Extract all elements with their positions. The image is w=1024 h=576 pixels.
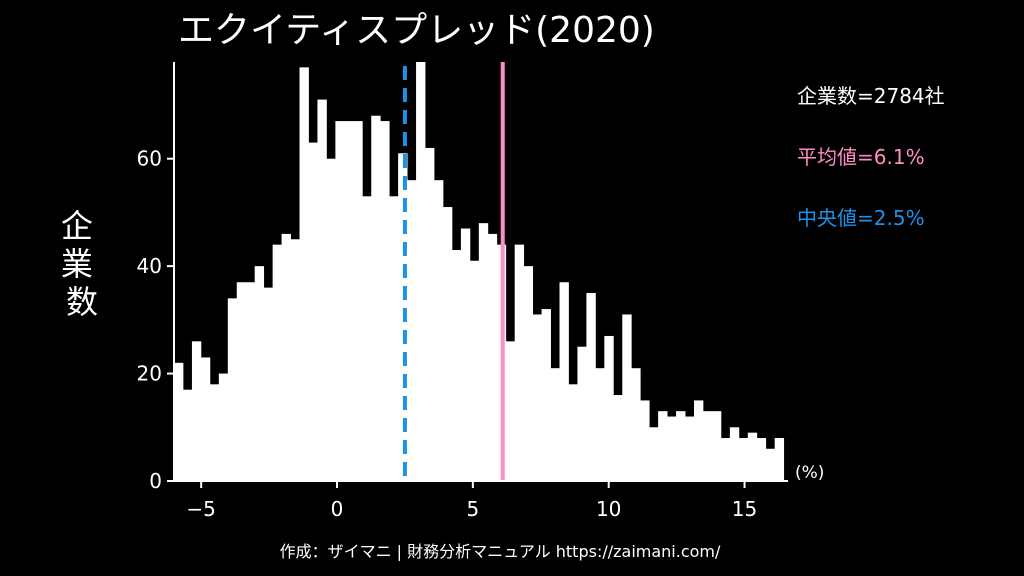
histogram-bar bbox=[236, 282, 247, 481]
histogram-bar bbox=[209, 384, 220, 481]
y-axis-label: 企 業 数 bbox=[61, 207, 103, 321]
histogram-bars bbox=[174, 62, 785, 482]
x-tick-label: 15 bbox=[732, 497, 757, 521]
histogram-bar bbox=[631, 368, 641, 481]
histogram-bar bbox=[487, 233, 498, 481]
histogram-bar bbox=[407, 180, 417, 481]
histogram-bar bbox=[640, 400, 650, 481]
histogram-bar bbox=[738, 438, 749, 481]
histogram-bar bbox=[425, 147, 435, 481]
histogram-bar bbox=[649, 427, 659, 481]
histogram-bar bbox=[756, 438, 767, 481]
x-axis-unit: (%) bbox=[795, 463, 824, 483]
histogram-bar bbox=[460, 228, 471, 481]
histogram-bar bbox=[398, 153, 408, 482]
histogram-bar bbox=[505, 341, 516, 481]
histogram-bar bbox=[720, 438, 731, 481]
histogram-bar bbox=[774, 438, 785, 481]
histogram-bar bbox=[380, 121, 390, 481]
histogram-bar bbox=[191, 341, 202, 481]
histogram-bar bbox=[362, 196, 372, 482]
histogram-bar bbox=[541, 309, 551, 481]
histogram-bar bbox=[702, 411, 713, 481]
histogram-bar bbox=[182, 389, 193, 481]
histogram-bar bbox=[290, 239, 300, 481]
y-tick-label: 0 bbox=[149, 469, 162, 493]
histogram-bar bbox=[514, 244, 525, 481]
histogram-bar bbox=[667, 416, 677, 481]
histogram-bar bbox=[747, 432, 758, 481]
y-tick-label: 40 bbox=[137, 254, 162, 278]
histogram-bar bbox=[622, 314, 632, 481]
histogram-bar bbox=[218, 373, 229, 481]
y-tick-label: 60 bbox=[137, 147, 162, 171]
y-tick-label: 20 bbox=[137, 362, 162, 386]
histogram-bar bbox=[550, 368, 560, 481]
histogram-bar bbox=[595, 368, 605, 481]
histogram-bar bbox=[442, 207, 453, 482]
count-label: 企業数=2784社 bbox=[797, 84, 945, 108]
histogram-bar bbox=[326, 158, 336, 481]
histogram-bar bbox=[416, 62, 426, 481]
histogram-bar bbox=[245, 282, 256, 481]
histogram-bar bbox=[693, 400, 704, 481]
histogram-bar bbox=[559, 282, 569, 481]
histogram-bar bbox=[613, 395, 623, 481]
histogram-bar bbox=[200, 357, 211, 481]
y-axis-label-char-1: 企 bbox=[61, 207, 93, 245]
histogram-bar bbox=[433, 180, 444, 481]
mean-label: 平均値=6.1% bbox=[797, 145, 925, 169]
histogram-bar bbox=[711, 411, 722, 481]
histogram-bar bbox=[344, 121, 354, 481]
histogram-bar bbox=[604, 335, 614, 481]
x-tick-label: 5 bbox=[466, 497, 479, 521]
histogram-bar bbox=[254, 266, 265, 481]
histogram-bar bbox=[317, 99, 327, 481]
y-axis-label-char-2: 業 bbox=[61, 245, 93, 283]
x-tick-label: −5 bbox=[186, 497, 215, 521]
histogram-bar bbox=[676, 411, 686, 481]
histogram-bar bbox=[532, 314, 542, 481]
y-ticks: 0 20 40 60 bbox=[137, 147, 174, 493]
histogram-bar bbox=[281, 233, 291, 481]
histogram-bar bbox=[174, 362, 184, 481]
histogram-bar bbox=[371, 115, 381, 481]
histogram-bar bbox=[478, 223, 489, 481]
chart-title: エクイティスプレッド(2020) bbox=[178, 10, 655, 51]
histogram-bar bbox=[335, 121, 345, 481]
histogram-bar bbox=[389, 196, 399, 482]
histogram-bar bbox=[469, 260, 480, 481]
histogram-bar bbox=[658, 411, 668, 481]
histogram-bar bbox=[568, 384, 578, 481]
histogram-bar bbox=[299, 67, 309, 481]
histogram-bar bbox=[685, 416, 695, 481]
histogram-bar bbox=[272, 244, 282, 481]
median-label: 中央値=2.5% bbox=[797, 206, 925, 230]
histogram-bar bbox=[729, 427, 740, 481]
histogram-bar bbox=[765, 448, 776, 481]
histogram-bar bbox=[353, 121, 363, 481]
histogram-bar bbox=[227, 298, 238, 481]
histogram-bar bbox=[577, 346, 587, 481]
histogram-bar bbox=[451, 250, 462, 481]
histogram-bar bbox=[586, 292, 596, 481]
histogram-bar bbox=[263, 287, 274, 481]
x-tick-label: 10 bbox=[596, 497, 621, 521]
x-ticks: −5 0 5 10 15 bbox=[186, 481, 757, 521]
x-tick-label: 0 bbox=[331, 497, 344, 521]
histogram-bar bbox=[308, 142, 318, 482]
y-axis-label-char-3: 数 bbox=[66, 283, 98, 321]
credit-text: 作成：ザイマニ | 財務分析マニュアル https://zaimani.com/ bbox=[280, 542, 721, 561]
histogram-bar bbox=[523, 266, 534, 481]
